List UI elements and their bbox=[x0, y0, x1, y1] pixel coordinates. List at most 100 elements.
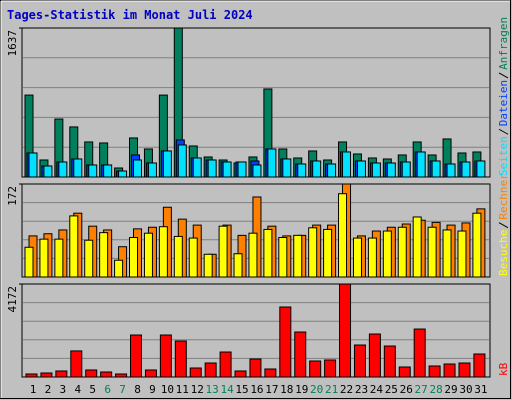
bar bbox=[431, 160, 441, 178]
bar bbox=[294, 331, 307, 378]
legend-label: Besuche bbox=[497, 230, 510, 276]
x-tick-label: 3 bbox=[60, 383, 67, 396]
bar bbox=[267, 148, 277, 178]
x-tick-label: 19 bbox=[295, 383, 308, 396]
x-tick-label: 15 bbox=[235, 383, 248, 396]
bar bbox=[55, 370, 68, 378]
bar bbox=[412, 216, 422, 278]
bar bbox=[144, 369, 157, 378]
bar bbox=[58, 161, 68, 178]
bar bbox=[114, 259, 124, 278]
bar bbox=[386, 162, 396, 178]
x-tick-label: 9 bbox=[149, 383, 156, 396]
x-tick-label: 6 bbox=[104, 383, 111, 396]
x-tick-label: 4 bbox=[74, 383, 81, 396]
bar bbox=[69, 215, 79, 278]
bar bbox=[99, 232, 109, 278]
bar bbox=[25, 373, 38, 378]
bar bbox=[382, 230, 392, 278]
y-max-label: 172 bbox=[6, 186, 19, 206]
bar bbox=[133, 159, 143, 178]
x-tick-label: 29 bbox=[444, 383, 457, 396]
x-tick-label: 25 bbox=[385, 383, 398, 396]
bar bbox=[207, 159, 217, 178]
bar bbox=[416, 151, 426, 178]
bar bbox=[457, 230, 467, 278]
bar bbox=[353, 344, 366, 378]
x-tick-label: 22 bbox=[340, 383, 353, 396]
x-tick-label: 28 bbox=[429, 383, 442, 396]
x-tick-label: 10 bbox=[161, 383, 174, 396]
x-tick-label: 13 bbox=[206, 383, 219, 396]
bar bbox=[189, 367, 202, 378]
bar bbox=[43, 165, 53, 178]
x-tick-label: 31 bbox=[474, 383, 487, 396]
y-max-label: 1637 bbox=[6, 30, 19, 57]
legend: Besuche Rechner bbox=[497, 173, 510, 276]
bar bbox=[39, 238, 49, 278]
bar bbox=[115, 373, 128, 378]
bar bbox=[309, 360, 322, 378]
y-max-label: 4172 bbox=[6, 286, 19, 313]
bar bbox=[73, 158, 83, 178]
bar bbox=[472, 212, 482, 278]
x-tick-label: 23 bbox=[355, 383, 368, 396]
bar bbox=[263, 228, 273, 278]
bar bbox=[100, 371, 113, 378]
x-tick-label: 7 bbox=[119, 383, 126, 396]
bar bbox=[54, 238, 64, 278]
legend-label: Anfragen bbox=[497, 17, 510, 70]
bar bbox=[297, 163, 307, 178]
bar bbox=[192, 157, 202, 178]
bar bbox=[279, 306, 292, 378]
chart-title: Tages-Statistik im Monat Juli 2024 bbox=[7, 8, 253, 22]
bar bbox=[427, 226, 437, 278]
legend-label: Dateien bbox=[497, 80, 510, 126]
bar bbox=[70, 350, 83, 378]
bar bbox=[443, 363, 456, 378]
x-tick-label: 30 bbox=[459, 383, 472, 396]
bar bbox=[103, 164, 113, 178]
x-tick-label: 20 bbox=[310, 383, 323, 396]
bar bbox=[177, 144, 187, 178]
bar bbox=[312, 160, 322, 178]
bar bbox=[173, 235, 183, 278]
bar bbox=[473, 353, 486, 378]
x-tick-label: 26 bbox=[400, 383, 413, 396]
bar bbox=[308, 227, 318, 278]
bar bbox=[174, 340, 187, 378]
bar bbox=[367, 237, 377, 278]
bar bbox=[356, 160, 366, 178]
bar bbox=[252, 164, 262, 178]
bar bbox=[264, 368, 277, 378]
bar bbox=[234, 370, 247, 378]
bar bbox=[233, 253, 243, 278]
x-tick-label: 11 bbox=[176, 383, 189, 396]
bar bbox=[204, 362, 217, 378]
x-tick-label: 12 bbox=[191, 383, 204, 396]
legend-label: kB bbox=[497, 362, 510, 376]
bar bbox=[203, 253, 213, 278]
bar bbox=[476, 160, 486, 178]
bar bbox=[84, 239, 94, 278]
bar bbox=[352, 237, 362, 278]
bar bbox=[282, 158, 292, 178]
bar bbox=[188, 237, 198, 278]
x-tick-label: 8 bbox=[134, 383, 141, 396]
legend: Seiten Dateien Anfragen bbox=[497, 17, 510, 176]
bar bbox=[129, 237, 139, 278]
x-tick-label: 24 bbox=[370, 383, 384, 396]
legend-separator bbox=[498, 128, 509, 135]
bar bbox=[383, 345, 396, 378]
bar bbox=[237, 161, 247, 178]
x-tick-label: 18 bbox=[280, 383, 293, 396]
x-tick-label: 2 bbox=[45, 383, 52, 396]
legend-separator bbox=[498, 72, 509, 79]
bar bbox=[278, 237, 288, 278]
x-tick-label: 27 bbox=[415, 383, 428, 396]
legend-label: Rechner bbox=[497, 173, 510, 220]
bar bbox=[159, 334, 172, 378]
legend-label: Seiten bbox=[497, 136, 510, 176]
bar bbox=[293, 234, 303, 278]
